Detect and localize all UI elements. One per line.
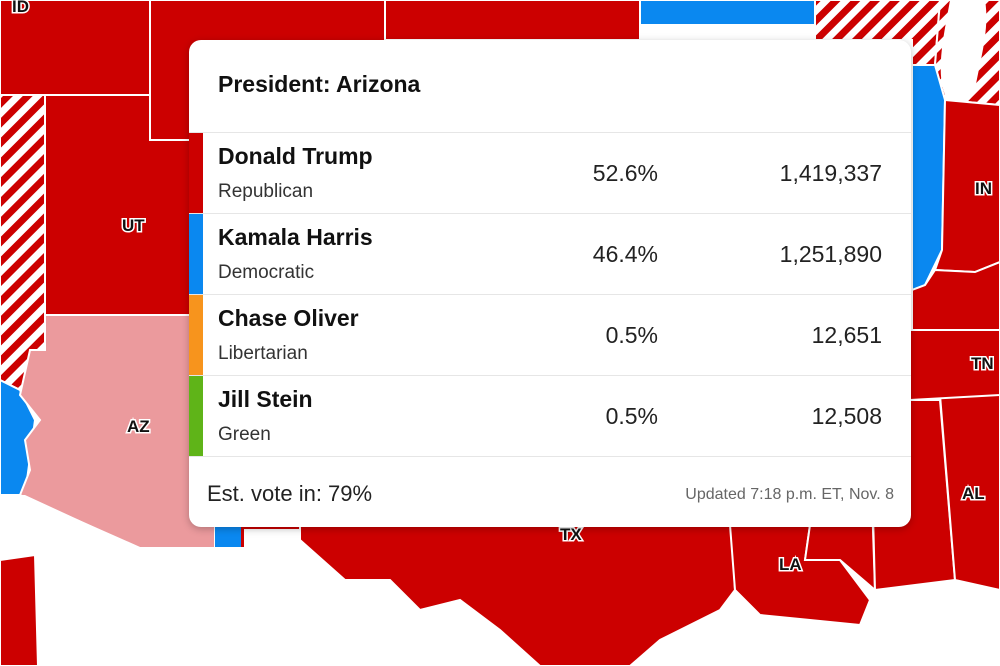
state-blue-sliver [215,525,241,547]
popup-title: President: Arizona [218,71,421,97]
candidate-party: Republican [218,181,314,202]
candidate-percent: 46.4% [592,241,658,267]
candidate-party: Libertarian [218,343,308,364]
candidate-name: Kamala Harris [218,224,373,250]
candidate-name: Donald Trump [218,143,373,169]
candidate-row-stein[interactable]: Jill Stein Green 0.5% 12,508 [189,375,911,457]
state-nebraska[interactable] [384,0,641,41]
popup-footer: Est. vote in: 79% Updated 7:18 p.m. ET, … [189,456,911,527]
party-color-bar [189,214,203,295]
candidate-percent: 52.6% [592,160,658,186]
candidate-votes: 12,651 [811,322,882,348]
candidate-row-harris[interactable]: Kamala Harris Democratic 46.4% 1,251,890 [189,213,911,295]
candidate-votes: 12,508 [811,403,882,429]
state-label-tn: TN [971,354,994,373]
state-baja-region [0,553,40,666]
candidate-party: Democratic [218,262,315,283]
state-label-in: IN [975,179,992,198]
state-label-tx: TX [560,525,582,544]
state-kentucky[interactable] [911,260,1000,331]
candidate-row-trump[interactable]: Donald Trump Republican 52.6% 1,419,337 [189,132,911,214]
candidate-name: Chase Oliver [218,305,359,331]
candidate-percent: 0.5% [605,403,658,429]
results-popup: President: Arizona Donald Trump Republic… [189,40,911,527]
candidate-row-oliver[interactable]: Chase Oliver Libertarian 0.5% 12,651 [189,294,911,376]
party-color-bar [189,295,203,376]
state-label-az: AZ [127,417,150,436]
candidate-votes: 1,419,337 [779,160,882,186]
updated-timestamp: Updated 7:18 p.m. ET, Nov. 8 [685,486,894,503]
party-color-bar [189,133,203,214]
state-label-id: ID [12,0,29,16]
state-label-la: LA [779,555,802,574]
state-label-ut: UT [122,216,145,235]
state-minnesota[interactable] [639,0,816,26]
candidate-votes: 1,251,890 [779,241,882,267]
candidate-percent: 0.5% [605,322,658,348]
candidate-party: Green [218,424,271,445]
state-nevada[interactable] [0,94,46,392]
party-color-bar [189,376,203,457]
state-label-al: AL [962,484,985,503]
candidate-name: Jill Stein [218,386,313,412]
est-vote-in: Est. vote in: 79% [207,481,373,506]
